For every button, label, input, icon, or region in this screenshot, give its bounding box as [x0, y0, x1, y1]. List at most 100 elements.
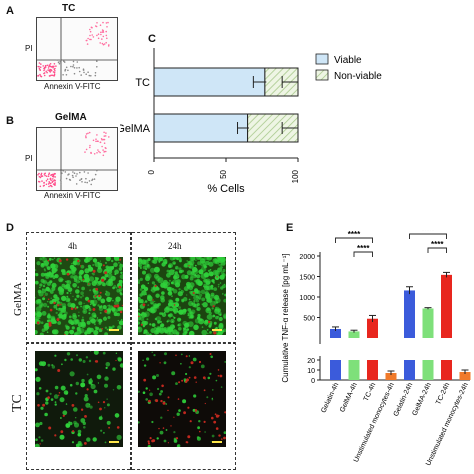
flow-event-dot: [51, 74, 54, 77]
cell-live: [81, 378, 85, 383]
cell-live: [114, 269, 119, 275]
flow-event-dot: [96, 34, 98, 37]
cell-live: [43, 273, 47, 277]
cell-live: [165, 261, 168, 264]
cell-live: [158, 392, 162, 396]
cell-live: [112, 367, 116, 371]
cell-live: [83, 302, 85, 304]
cell-live: [44, 412, 48, 417]
cell-live: [207, 376, 211, 380]
cell-live: [217, 311, 222, 316]
flow-event-dot: [99, 141, 102, 144]
cell-dead: [66, 272, 70, 276]
scale-bar: [212, 329, 222, 331]
cell-live: [218, 322, 224, 328]
cell-live: [88, 312, 91, 315]
cell-live: [163, 439, 167, 443]
flow-event-dot: [38, 172, 40, 175]
cell-live: [106, 403, 110, 407]
flow-event-dot: [104, 135, 107, 137]
flow-event-dot: [57, 61, 60, 63]
cell-live: [204, 285, 210, 291]
cell-live: [38, 436, 41, 439]
flow-event-dot: [103, 142, 106, 144]
flow-event-dot: [102, 154, 105, 157]
panel-label-a: A: [6, 5, 14, 17]
flow-event-dot: [54, 173, 56, 175]
flow-event-dot: [62, 74, 64, 76]
cell-live: [61, 303, 67, 308]
cell-live: [168, 279, 171, 282]
cell-dead: [217, 369, 220, 371]
cell-dead: [199, 430, 201, 433]
cell-live: [96, 318, 100, 322]
cell-live: [93, 329, 99, 335]
cell-live: [149, 333, 152, 335]
cell-live: [61, 363, 63, 366]
x-tick-label: 50: [219, 169, 228, 178]
cell-live: [65, 403, 68, 405]
flow-event-dot: [61, 172, 63, 174]
cell-live: [171, 295, 173, 298]
cell-live: [113, 257, 120, 262]
cell-dead: [108, 426, 110, 429]
cell-live: [203, 272, 210, 278]
cell-live: [150, 328, 156, 334]
flow-event-dot: [86, 39, 88, 42]
cell-live: [157, 278, 159, 280]
cell-live: [201, 326, 204, 328]
flow-event-dot: [38, 62, 41, 64]
cell-live: [85, 304, 90, 309]
cell-live: [215, 379, 218, 382]
cell-dead: [121, 304, 123, 307]
cell-live: [205, 307, 212, 314]
cell-live: [61, 295, 67, 302]
flow-event-dot: [54, 176, 56, 178]
flow-event-dot: [91, 26, 93, 29]
cell-live: [58, 290, 64, 296]
cell-live: [149, 323, 152, 326]
x-tick-label: Unstimulated monocytes-24h: [425, 382, 470, 467]
flow-event-dot: [67, 174, 69, 176]
cell-live: [181, 298, 184, 302]
flow-event-dot: [105, 30, 107, 33]
cell-live: [113, 262, 118, 267]
cell-live: [109, 266, 114, 271]
cell-live: [106, 296, 112, 303]
cell-live: [94, 276, 97, 279]
flow-event-dot: [83, 71, 85, 74]
cell-dead: [47, 259, 50, 262]
cell-live: [75, 392, 78, 395]
cell-live: [144, 320, 149, 326]
cell-live: [104, 316, 106, 318]
flow-event-dot: [48, 65, 50, 67]
cell-live: [49, 300, 54, 305]
cell-live: [201, 303, 204, 305]
cell-live: [118, 267, 123, 271]
cell-live: [173, 439, 178, 443]
cell-live: [119, 363, 123, 368]
cell-live: [209, 372, 212, 375]
cell-live: [77, 441, 82, 445]
flow-event-dot: [87, 37, 89, 40]
cell-live: [51, 258, 54, 261]
flow-event-dot: [47, 67, 50, 69]
flow-event-dot: [78, 66, 80, 69]
cell-dead: [188, 265, 190, 267]
cell-live: [178, 323, 182, 327]
flow-event-dot: [39, 73, 41, 76]
cell-live: [105, 362, 111, 367]
cell-live: [35, 273, 39, 277]
cell-live: [189, 276, 194, 281]
cell-live: [112, 325, 115, 328]
cell-live: [205, 324, 207, 326]
flow-event-dot: [72, 60, 75, 63]
cell-live: [39, 283, 43, 287]
flow-event-dot: [93, 153, 96, 155]
cell-live: [159, 320, 162, 323]
flow-event-dot: [39, 69, 41, 71]
cell-live: [184, 322, 190, 328]
y-tick-label: 0: [311, 378, 315, 385]
x-tick-label: 0: [147, 169, 156, 174]
cell-dead: [152, 299, 154, 301]
